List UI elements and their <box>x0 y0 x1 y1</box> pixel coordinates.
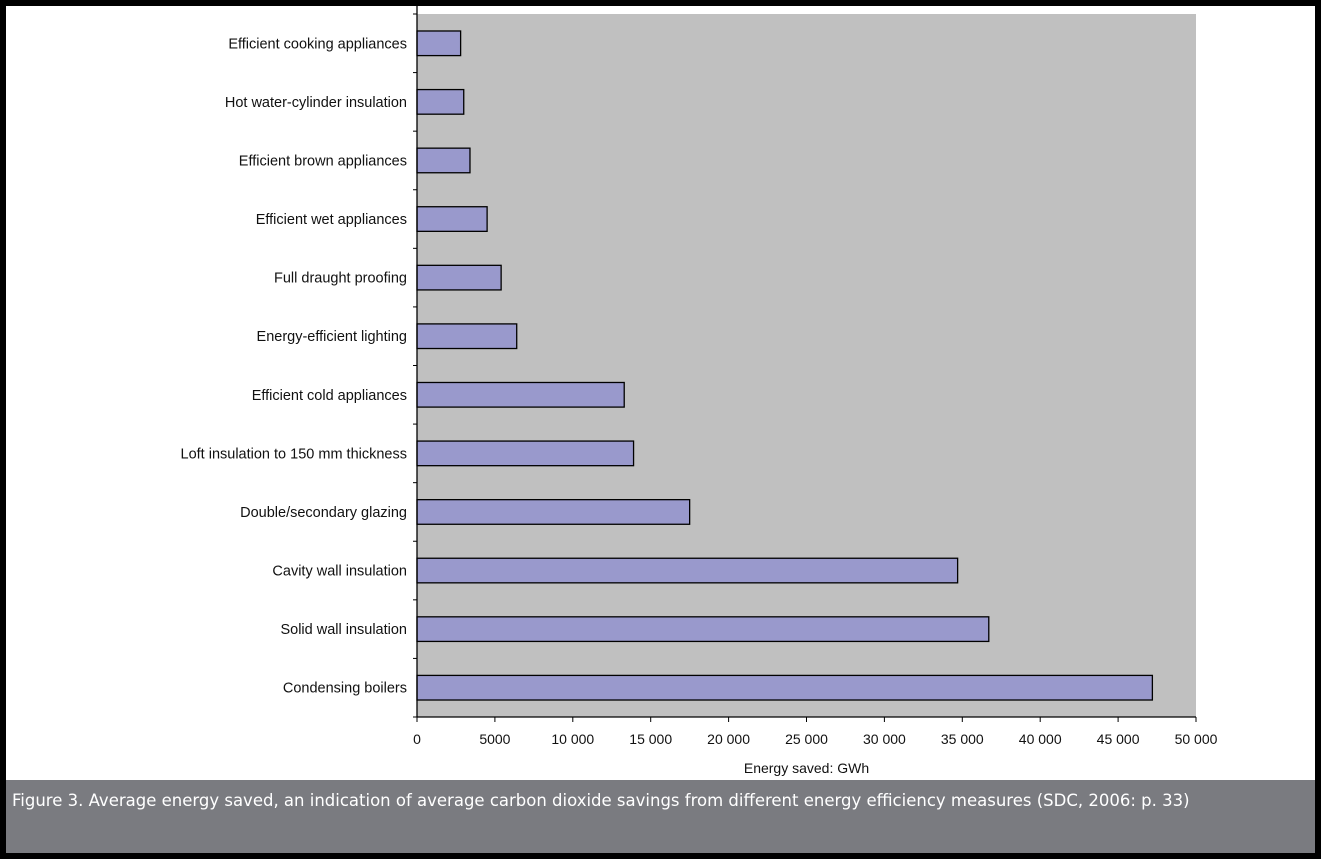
x-tick-label: 35 000 <box>941 731 984 747</box>
category-label: Double/secondary glazing <box>240 505 407 521</box>
bar-4 <box>416 264 502 291</box>
category-label: Cavity wall insulation <box>272 564 407 580</box>
bar-10 <box>416 616 990 643</box>
bars-group <box>416 30 1154 701</box>
bar-2 <box>416 147 471 174</box>
category-label: Loft insulation to 150 mm thickness <box>181 446 407 462</box>
category-label: Hot water-cylinder insulation <box>225 95 407 111</box>
bar-chart: Efficient cooking appliances Hot water-cy… <box>181 6 1218 776</box>
category-label: Efficient brown appliances <box>239 153 407 169</box>
x-tick-label: 20 000 <box>707 731 750 747</box>
bar-8 <box>416 499 691 525</box>
x-tick-label: 40 000 <box>1019 731 1062 747</box>
bar-0 <box>416 30 462 57</box>
x-tick-label: 25 000 <box>785 731 828 747</box>
bar-6 <box>416 381 625 408</box>
x-tick-label: 45 000 <box>1097 731 1140 747</box>
category-label: Energy-efficient lighting <box>257 329 407 345</box>
x-tick-label: 0 <box>413 731 421 747</box>
x-axis-title: Energy saved: GWh <box>744 760 869 776</box>
category-label: Condensing boilers <box>283 681 407 697</box>
category-label: Solid wall insulation <box>280 622 407 638</box>
bar-5 <box>416 323 518 350</box>
bar-9 <box>416 557 959 584</box>
bar-1 <box>416 88 465 115</box>
x-ticks-group: 0 5000 10 000 15 000 20 000 25 000 30 000 35 00… <box>413 717 1218 747</box>
figure: Efficient cooking appliances Hot water-cy… <box>6 6 1315 853</box>
plot-area <box>417 14 1196 717</box>
y-ticks-group <box>413 13 417 718</box>
category-label: Efficient cooking appliances <box>228 36 407 52</box>
x-tick-label: 5000 <box>479 731 510 747</box>
bar-3 <box>416 206 488 232</box>
x-tick-label: 15 000 <box>629 731 672 747</box>
category-label: Efficient cold appliances <box>252 388 407 404</box>
bar-11 <box>416 674 1154 701</box>
bar-7 <box>416 440 635 467</box>
figure-caption: Figure 3. Average energy saved, an indic… <box>6 780 1315 853</box>
category-label: Efficient wet appliances <box>256 212 407 228</box>
category-labels-group: Efficient cooking appliances Hot water-cy… <box>181 36 407 696</box>
category-label: Full draught proofing <box>274 271 407 287</box>
x-tick-label: 10 000 <box>551 731 594 747</box>
x-tick-label: 30 000 <box>863 731 906 747</box>
x-tick-label: 50 000 <box>1175 731 1218 747</box>
